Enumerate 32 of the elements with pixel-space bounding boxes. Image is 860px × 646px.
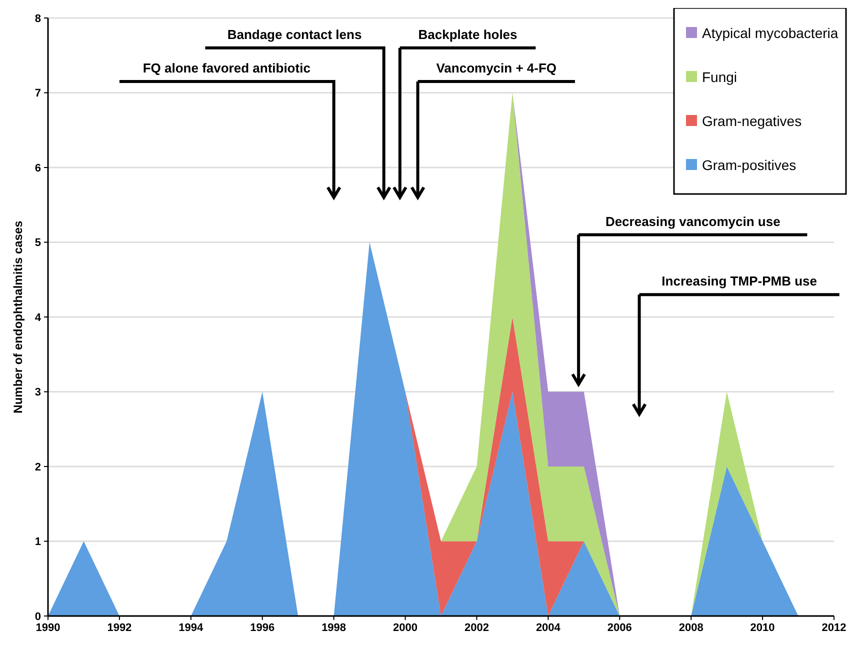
x-tick-label: 1992 xyxy=(107,622,132,634)
x-tick-label: 1998 xyxy=(322,622,346,634)
x-tick-label: 2006 xyxy=(607,622,632,634)
x-tick-label: 2000 xyxy=(393,622,418,634)
legend-label: Fungi xyxy=(702,68,738,85)
x-tick-label: 2002 xyxy=(464,622,489,634)
x-tick-label: 1996 xyxy=(250,622,275,634)
x-tick-label: 2012 xyxy=(822,622,846,634)
annotation: Increasing TMP-PMB use xyxy=(662,274,817,289)
annotation: Backplate holes xyxy=(418,26,518,42)
y-tick-label: 1 xyxy=(34,536,41,548)
annotation: Vancomycin + 4-FQ xyxy=(436,60,557,76)
y-tick-label: 6 xyxy=(34,162,41,174)
x-tick-label: 1994 xyxy=(178,622,204,634)
annotation: Decreasing vancomycin use xyxy=(605,214,780,229)
annotation: FQ alone favored antibiotic xyxy=(142,60,310,76)
y-tick-label: 2 xyxy=(34,461,41,474)
legend-label: Atypical mycobacteria xyxy=(702,24,838,41)
legend-label: Gram-positives xyxy=(702,156,796,173)
y-tick-label: 3 xyxy=(34,386,41,399)
y-tick-label: 0 xyxy=(34,610,41,623)
x-tick-label: 2008 xyxy=(678,622,704,634)
y-tick-label: 7 xyxy=(34,88,41,100)
legend-label: Gram-negatives xyxy=(702,112,802,129)
y-tick-label: 5 xyxy=(34,237,41,250)
y-axis-title: Number of endophthalmitis cases xyxy=(11,220,25,414)
y-tick-label: 8 xyxy=(34,12,41,25)
y-tick-label: 4 xyxy=(34,312,42,324)
annotation: Bandage contact lens xyxy=(227,26,362,42)
x-tick-label: 1990 xyxy=(36,622,60,634)
x-tick-label: 2004 xyxy=(536,622,562,634)
x-tick-label: 2010 xyxy=(750,622,775,634)
